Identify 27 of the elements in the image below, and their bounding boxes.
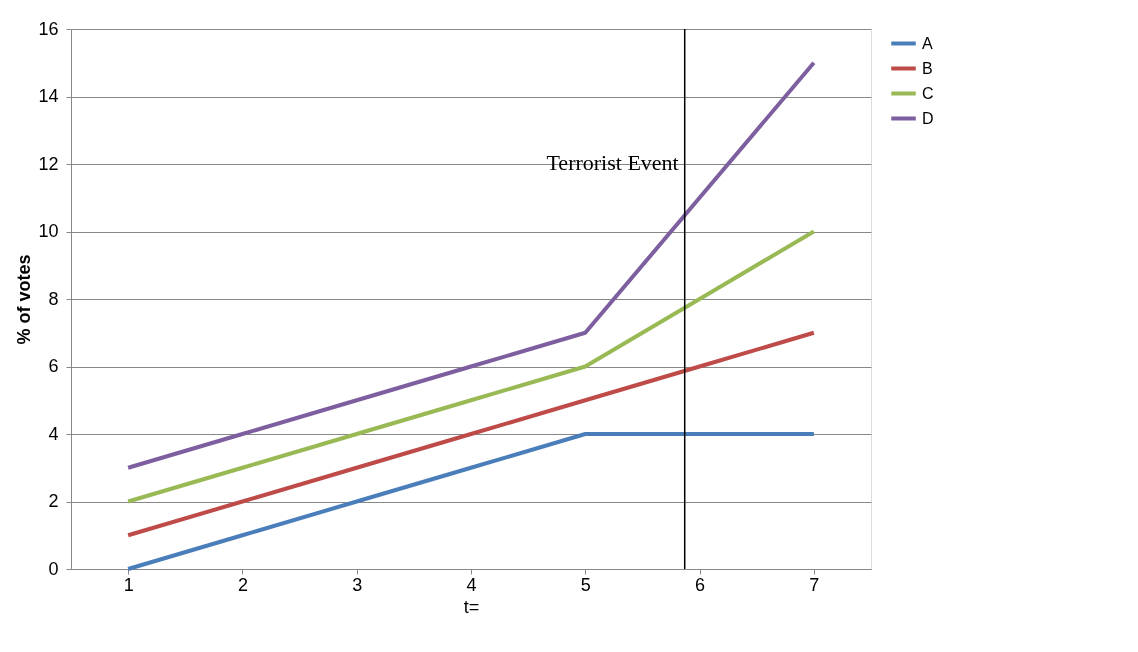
legend-label: C: [922, 84, 934, 102]
line-series: [126, 60, 816, 470]
y-tick-label: 10: [38, 221, 59, 241]
legend-label: B: [922, 59, 933, 77]
legend-label: A: [922, 34, 933, 52]
y-tick-label: 2: [48, 491, 59, 511]
y-tick-label: 14: [38, 86, 59, 106]
line-series: [126, 229, 816, 504]
y-tick-label: 6: [48, 356, 59, 376]
legend-label: D: [922, 109, 934, 127]
y-tick-label: 16: [38, 18, 59, 39]
y-axis-title: % of votes: [14, 254, 35, 345]
x-tick-label: 5: [580, 574, 591, 595]
line-series: [126, 432, 816, 571]
y-tick-label: 8: [48, 288, 59, 309]
ref-line-label: Terrorist Event: [546, 150, 679, 175]
y-tick-label: 0: [48, 558, 59, 579]
x-axis-title: t=: [463, 596, 480, 617]
y-tick-label: 12: [38, 153, 59, 174]
x-tick-label: 7: [809, 574, 820, 595]
x-tick-label: 3: [352, 574, 363, 595]
y-tick-label: 4: [48, 423, 59, 444]
x-tick-label: 4: [466, 574, 477, 595]
x-tick-label: 2: [237, 574, 248, 595]
x-tick-label: 6: [695, 574, 706, 595]
line-series: [126, 330, 816, 538]
x-tick-label: 1: [123, 574, 134, 595]
